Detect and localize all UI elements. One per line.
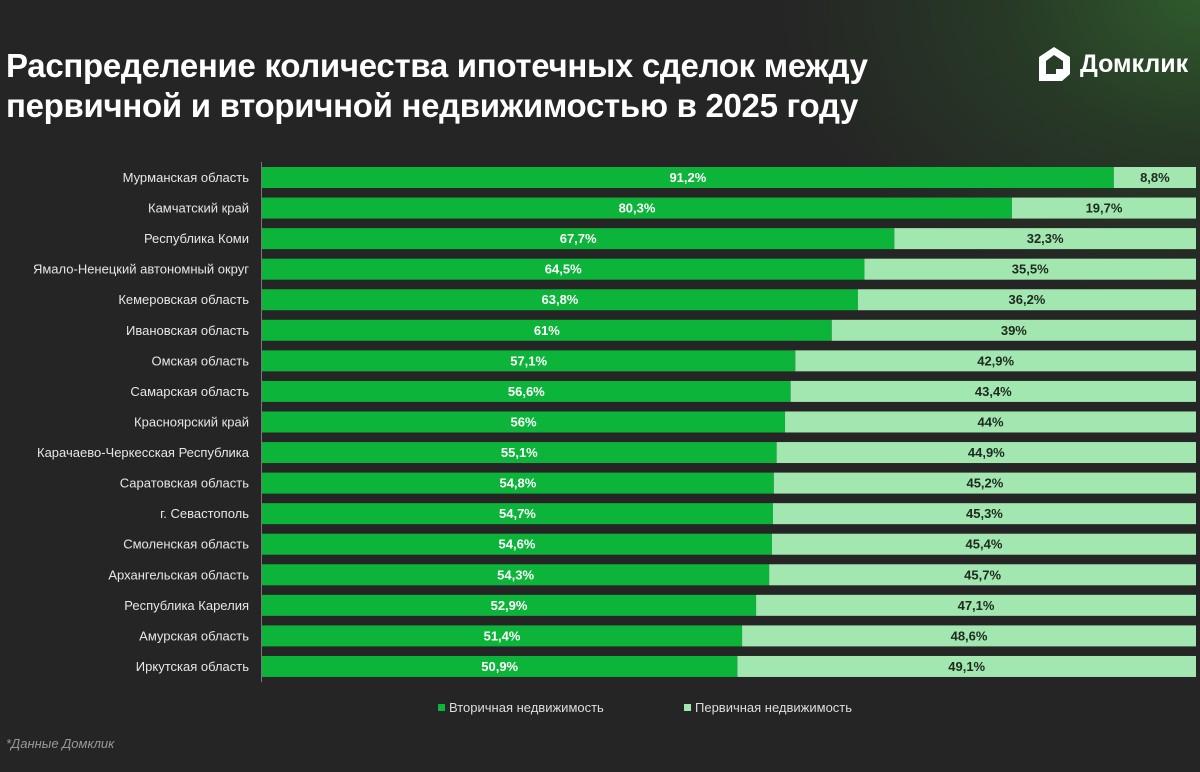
bar-primary [1012,197,1196,219]
bar-primary [737,655,1196,677]
data-label-primary: 49,1% [948,659,985,674]
bar-secondary [262,625,743,647]
data-label-primary: 44,9% [968,445,1005,460]
house-icon [1039,47,1070,81]
data-label-secondary: 67,7% [560,231,597,246]
bar-primary [790,380,1196,402]
bar-primary [857,289,1196,311]
category-label: Архангельская область [108,567,249,582]
data-label-secondary: 63,8% [542,292,579,307]
bar-secondary [262,594,757,616]
data-label-primary: 48,6% [951,628,988,643]
bar-primary [1113,167,1196,188]
bar-primary [776,442,1196,464]
bar-secondary [262,197,1013,219]
chart-title: Распределение количества ипотечных сдело… [6,47,868,124]
data-label-secondary: 50,9% [481,659,518,674]
category-label: Смоленская область [123,537,249,552]
data-label-secondary: 61% [534,323,560,338]
logo-text: Домклик [1080,49,1189,78]
data-label-secondary: 56,6% [508,384,545,399]
data-label-primary: 45,4% [966,537,1003,552]
bar-primary [756,594,1196,616]
legend-swatch-secondary [438,704,445,711]
bar-secondary [262,655,738,677]
category-label: Омская область [151,353,249,368]
data-label-secondary: 51,4% [484,628,521,643]
logo: Домклик [1034,44,1188,84]
category-label: Кемеровская область [118,292,249,307]
bar-primary [795,350,1196,372]
legend-label-secondary: Вторичная недвижимость [449,700,604,715]
bar-secondary [262,442,777,464]
bar-primary [742,625,1196,647]
legend-label-primary: Первичная недвижимость [695,700,853,715]
data-label-secondary: 57,1% [510,353,547,368]
category-label: Самарская область [130,384,249,399]
y-axis-line [261,162,262,682]
category-label: Красноярский край [134,414,249,429]
bar-secondary [262,533,772,555]
legend-item-secondary: Вторичная недвижимость [438,700,604,715]
data-label-secondary: 54,3% [497,567,534,582]
legend-swatch-primary [684,704,691,711]
data-label-primary: 43,4% [975,384,1012,399]
bar-secondary [262,411,786,433]
data-label-secondary: 64,5% [545,262,582,277]
category-label: Ивановская область [126,323,249,338]
bar-secondary [262,564,770,586]
category-label: Республика Карелия [124,598,249,613]
bar-primary [772,503,1196,525]
bar-secondary [262,503,773,525]
bar-primary [864,258,1196,280]
data-label-secondary: 56% [511,414,537,429]
data-label-secondary: 54,6% [499,537,536,552]
category-label: Ямало-Ненецкий автономный округ [33,262,249,277]
category-label: Амурская область [139,628,249,643]
bar-secondary [262,350,796,372]
data-label-secondary: 55,1% [501,445,538,460]
data-label-secondary: 80,3% [619,201,656,216]
data-label-primary: 32,3% [1027,231,1064,246]
data-label-secondary: 54,7% [499,506,536,521]
bar-primary [894,228,1196,250]
data-label-secondary: 54,8% [499,476,536,491]
category-label: Камчатский край [148,201,249,216]
category-label: Саратовская область [120,476,249,491]
bar-secondary [262,258,865,280]
bar-secondary [262,167,1114,188]
footnote: *Данные Домклик [6,736,115,751]
data-label-primary: 44% [978,414,1004,429]
data-label-primary: 39% [1001,323,1027,338]
bar-primary [785,411,1196,433]
data-label-primary: 36,2% [1009,292,1046,307]
data-label-primary: 8,8% [1140,170,1170,185]
data-label-primary: 45,2% [966,476,1003,491]
category-label: Мурманская область [123,170,250,185]
bar-primary [771,533,1196,555]
bar-primary [831,319,1196,341]
bar-secondary [262,472,774,494]
bar-primary [769,564,1196,586]
data-label-secondary: 91,2% [669,170,706,185]
category-label: Республика Коми [144,231,249,246]
data-label-primary: 45,7% [964,567,1001,582]
data-label-secondary: 52,9% [491,598,528,613]
legend-item-primary: Первичная недвижимость [684,700,852,715]
bar-secondary [262,380,791,402]
data-label-primary: 42,9% [977,353,1014,368]
category-label: Карачаево-Черкесская Республика [37,445,250,460]
bar-secondary [262,228,895,250]
data-label-primary: 35,5% [1012,262,1049,277]
data-label-primary: 47,1% [958,598,995,613]
bar-primary [773,472,1196,494]
category-label: г. Севастополь [160,506,249,521]
category-label: Иркутская область [136,659,249,674]
data-label-primary: 19,7% [1086,201,1123,216]
bar-secondary [262,319,832,341]
bar-secondary [262,289,858,311]
data-label-primary: 45,3% [966,506,1003,521]
